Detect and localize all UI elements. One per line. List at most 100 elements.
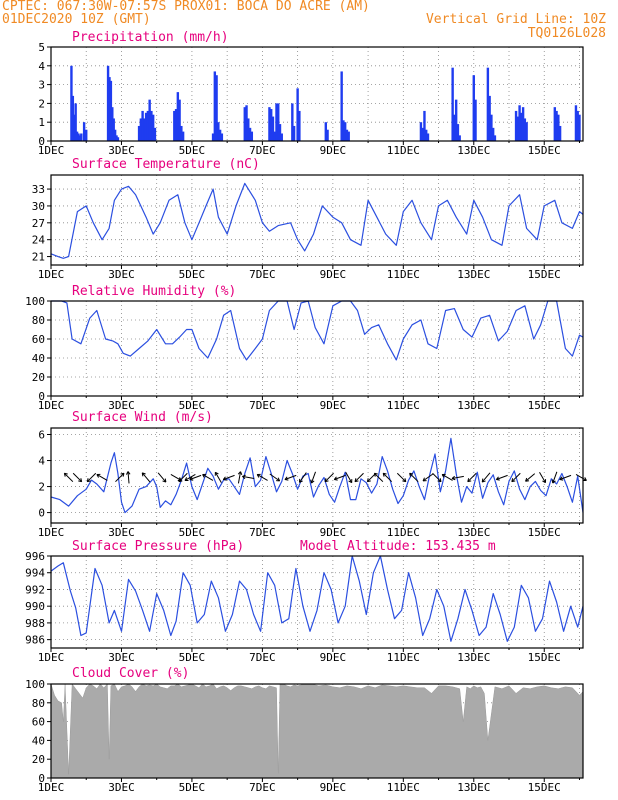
x-tick-label: 3DEC (108, 526, 135, 539)
wind-arrow-head (333, 476, 337, 480)
wind-arrow (214, 472, 222, 483)
wind-arrow-head (467, 480, 472, 483)
x-tick-label: 13DEC (457, 781, 490, 794)
precip-bar (150, 110, 153, 141)
y-tick-label: 100 (25, 678, 45, 691)
precip-bar (220, 133, 224, 141)
panel-title: Surface Pressure (hPa) (72, 539, 244, 554)
y-tick-label: 80 (32, 697, 45, 710)
y-tick-label: 40 (32, 734, 45, 747)
precip-bar (347, 131, 350, 141)
x-tick-label: 5DEC (179, 144, 206, 157)
wind-arrow-head (367, 480, 371, 483)
precip-bar (174, 109, 178, 141)
x-tick-label: 5DEC (179, 526, 206, 539)
precip-bar (453, 114, 456, 141)
wind-arrow-head (311, 480, 315, 484)
x-tick-label: 5DEC (179, 651, 206, 664)
wind-arrow (310, 471, 316, 484)
x-tick-label: 13DEC (457, 144, 490, 157)
wind-arrow (64, 472, 74, 483)
precip-bar (141, 110, 144, 141)
precip-bar (491, 127, 495, 141)
x-tick-label: 1DEC (38, 144, 65, 157)
precip-bar (173, 110, 176, 141)
precip-bar (82, 122, 86, 141)
wind-arrow-head (222, 476, 226, 480)
x-tick-label: 7DEC (249, 268, 276, 281)
precip-bar (243, 107, 246, 141)
x-tick-label: 11DEC (387, 526, 420, 539)
wind-arrow-head (223, 479, 227, 481)
wind-arrow-head (324, 480, 329, 483)
x-tick-label: 1DEC (38, 781, 65, 794)
precip-bar (419, 122, 423, 141)
header-run-code: TQ0126L028 (527, 26, 606, 41)
precip-bar (111, 107, 114, 141)
wind-arrow (552, 471, 558, 484)
x-tick-label: 3DEC (108, 781, 135, 794)
precip-bar (115, 135, 118, 141)
wind-arrow (511, 472, 521, 483)
x-tick-label: 15DEC (528, 144, 561, 157)
wind-arrow-head (334, 479, 338, 481)
wind-arrow (345, 472, 353, 483)
precip-bar (180, 125, 183, 141)
wind-arrow-head (559, 479, 564, 481)
wind-arrow-head (383, 472, 387, 475)
wind-arrow-head (439, 478, 442, 482)
wind-arrow (539, 472, 546, 483)
wind-arrow-head (366, 478, 369, 482)
wind-arrow (496, 474, 508, 480)
precip-bar (143, 118, 146, 141)
precip-bar (458, 135, 461, 141)
precip-bar (342, 120, 345, 141)
wind-arrow-head (284, 476, 288, 480)
wind-arrow-head (142, 472, 146, 475)
y-tick-label: 20 (32, 371, 45, 384)
x-tick-label: 5DEC (179, 399, 206, 412)
header-location: CPTEC: 067:30W-07:57S PROX01: BOCA DO AC… (2, 0, 370, 14)
wind-arrow-head (511, 480, 516, 483)
precip-bar (148, 99, 151, 141)
wind-arrow-head (127, 471, 131, 475)
panel-frame (50, 427, 584, 524)
wind-arrow-head (141, 472, 144, 477)
series-line (50, 437, 584, 514)
x-tick-label: 1DEC (38, 651, 65, 664)
precip-bar (576, 110, 579, 141)
x-tick-label: 15DEC (528, 268, 561, 281)
wind-arrow-head (189, 476, 193, 480)
precip-bar (74, 103, 77, 141)
x-tick-label: 9DEC (320, 651, 347, 664)
y-tick-label: 100 (25, 295, 45, 308)
header-grid-note: Vertical Grid Line: 10Z (425, 12, 606, 27)
precip-bar (245, 105, 248, 141)
panel-1: 0 1 2 3 4 5 1DEC 3DEC 5DEC 7DEC 9DEC 11DEC 13DEC 15DE… (38, 30, 584, 157)
wind-arrow-head (409, 472, 414, 475)
precip-bar (521, 107, 525, 141)
x-tick-label: 15DEC (528, 399, 561, 412)
wind-arrow (334, 474, 346, 480)
precip-bar (113, 129, 117, 141)
wind-arrow-head (240, 471, 243, 475)
precip-bar (269, 109, 273, 141)
x-tick-label: 9DEC (320, 144, 347, 157)
precip-bar (426, 133, 430, 141)
wind-arrow-head (551, 479, 554, 484)
wind-arrow-head (402, 480, 406, 483)
y-tick-label: 0 (38, 507, 45, 520)
x-tick-label: 11DEC (387, 399, 420, 412)
precip-bar (292, 125, 296, 141)
x-tick-label: 9DEC (320, 399, 347, 412)
wind-arrow-head (284, 479, 289, 481)
y-tick-label: 3 (38, 79, 45, 92)
panel-frame (50, 555, 584, 649)
series-line (51, 300, 584, 361)
precip-bar (218, 129, 222, 141)
precip-bar (268, 107, 271, 141)
x-tick-label: 7DEC (249, 399, 276, 412)
series-line (50, 555, 584, 642)
wind-arrow (467, 472, 477, 483)
wind-arrow (256, 474, 268, 481)
